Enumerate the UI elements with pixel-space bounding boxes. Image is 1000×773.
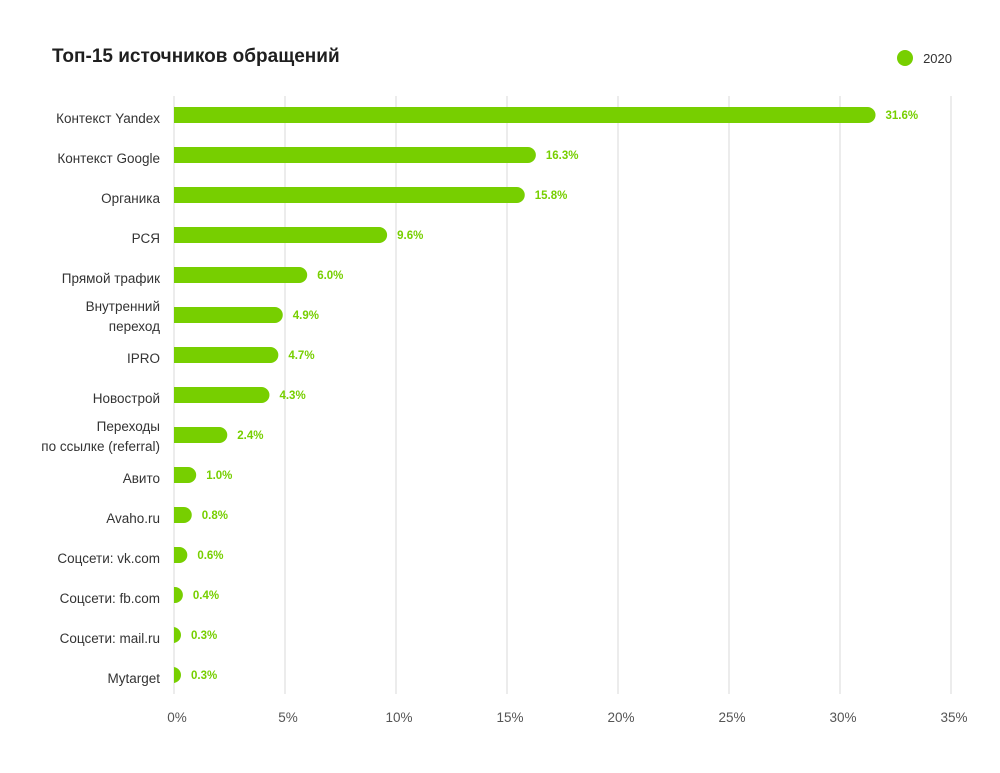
bar [174, 507, 192, 523]
value-label: 1.0% [206, 470, 232, 482]
x-tick-label: 25% [718, 710, 745, 725]
category-label-line: Внутренний [86, 299, 160, 314]
value-label: 4.9% [293, 310, 319, 322]
x-tick-label: 15% [496, 710, 523, 725]
category-label: Контекст Yandex [56, 111, 160, 126]
value-label: 15.8% [535, 190, 568, 202]
bar-row: РСЯ 9.6% [132, 227, 423, 246]
category-label-line: РСЯ [132, 231, 160, 246]
category-label: Прямой трафик [62, 271, 160, 286]
category-label-line: Контекст Yandex [56, 111, 160, 126]
category-label-line: переход [109, 319, 160, 334]
x-tick-label: 5% [278, 710, 298, 725]
value-label: 4.3% [279, 390, 305, 402]
bar-row: Внутренний переход 4.9% [86, 299, 319, 334]
category-label-line: Органика [101, 191, 160, 206]
category-label-line: Соцсети: mail.ru [60, 631, 160, 646]
value-label: 0.6% [197, 550, 223, 562]
bar [174, 267, 308, 283]
bar-row: Органика 15.8% [101, 187, 567, 206]
bar-row: Прямой трафик 6.0% [62, 267, 343, 286]
bar-row: Авито 1.0% [123, 467, 232, 486]
chart-title: Топ-15 источников обращений [52, 46, 340, 67]
category-label-line: по ссылке (referral) [41, 439, 160, 454]
bar-row: Контекст Google 16.3% [57, 147, 578, 166]
x-tick-label: 20% [607, 710, 634, 725]
legend-label: 2020 [923, 50, 952, 66]
value-label: 0.3% [191, 630, 217, 642]
category-label: IPRO [127, 351, 160, 366]
category-label: Органика [101, 191, 160, 206]
bar-row: Соцсети: vk.com 0.6% [57, 547, 224, 566]
x-tick-label: 10% [385, 710, 412, 725]
bar [174, 387, 270, 403]
category-label-line: Контекст Google [57, 151, 160, 166]
category-label-line: Прямой трафик [62, 271, 160, 286]
bar [174, 347, 279, 363]
category-label-line: Mytarget [107, 671, 160, 686]
bar [174, 307, 283, 323]
category-label-line: Avaho.ru [106, 511, 160, 526]
value-label: 31.6% [886, 110, 919, 122]
value-label: 0.3% [191, 670, 217, 682]
bar [174, 227, 388, 243]
value-label: 2.4% [237, 430, 263, 442]
category-label: Соцсети: mail.ru [60, 631, 160, 646]
category-label: Mytarget [107, 671, 160, 686]
category-label: Соцсети: fb.com [60, 591, 160, 606]
category-label: Внутренний переход [86, 299, 161, 334]
bar-row: Контекст Yandex 31.6% [56, 107, 918, 126]
value-label: 4.7% [288, 350, 314, 362]
value-label: 9.6% [397, 230, 423, 242]
category-label-line: Соцсети: vk.com [57, 551, 160, 566]
category-label-line: Авито [123, 471, 160, 486]
x-tick-label: 0% [167, 710, 187, 725]
category-label: Авито [123, 471, 160, 486]
bar-row: IPRO 4.7% [127, 347, 315, 366]
category-label-line: Соцсети: fb.com [60, 591, 160, 606]
legend-swatch [897, 50, 914, 66]
category-label: Переходы по ссылке (referral) [41, 419, 160, 454]
bar-row: Новострой 4.3% [93, 387, 306, 406]
category-label: Соцсети: vk.com [57, 551, 160, 566]
bar [174, 427, 228, 443]
bar [174, 547, 188, 563]
bar-row: Переходы по ссылке (referral) 2.4% [41, 419, 263, 454]
bar [174, 187, 525, 203]
bar [174, 467, 197, 483]
value-label: 0.8% [202, 510, 228, 522]
x-tick-label: 35% [940, 710, 967, 725]
value-label: 0.4% [193, 590, 219, 602]
bar [173, 667, 181, 683]
bar [173, 627, 181, 643]
bar-row: Avaho.ru 0.8% [106, 507, 228, 526]
value-label: 6.0% [317, 270, 343, 282]
bar-row: Соцсети: fb.com 0.4% [60, 587, 219, 606]
bar-row: Соцсети: mail.ru 0.3% [60, 627, 217, 646]
category-label: Контекст Google [57, 151, 160, 166]
category-label: РСЯ [132, 231, 160, 246]
category-label-line: Новострой [93, 391, 160, 406]
bar [174, 107, 876, 123]
x-tick-label: 30% [829, 710, 856, 725]
category-label-line: Переходы [97, 419, 160, 434]
bar-row: Mytarget 0.3% [107, 667, 217, 686]
category-label: Новострой [93, 391, 160, 406]
category-label-line: IPRO [127, 351, 160, 366]
bar [174, 147, 536, 163]
category-label: Avaho.ru [106, 511, 160, 526]
value-label: 16.3% [546, 150, 579, 162]
bar [174, 587, 183, 603]
legend: 2020 [897, 50, 952, 66]
